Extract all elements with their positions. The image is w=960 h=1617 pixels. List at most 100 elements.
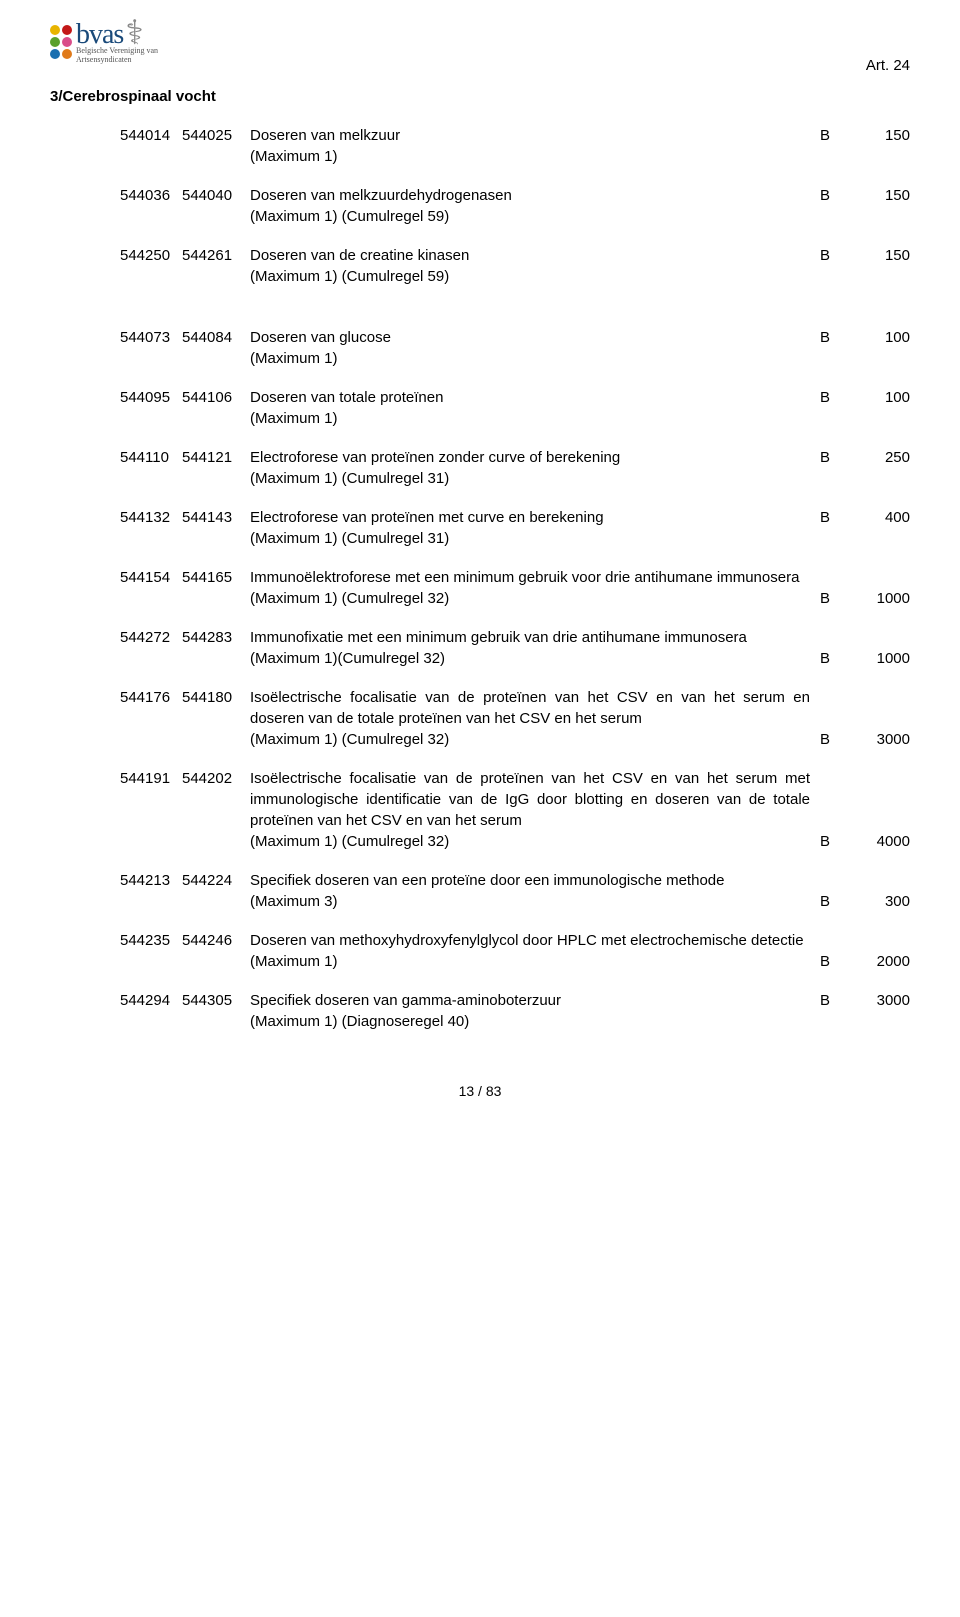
description-sub: (Maximum 1) (Cumulregel 59)	[250, 266, 810, 287]
entry-codes: 544235544246	[120, 930, 250, 951]
entry-codes: 544073544084	[120, 327, 250, 348]
entry-codes: 544176544180	[120, 687, 250, 708]
description-sub: (Maximum 1)(Cumulregel 32)	[250, 648, 810, 669]
entry-row: 544250544261Doseren van de creatine kina…	[120, 245, 910, 287]
entry-letter: B	[820, 588, 850, 609]
description-sub: (Maximum 1)	[250, 408, 810, 429]
entry-letter: B	[820, 951, 850, 972]
entry-value: 3000	[850, 729, 910, 750]
description-main: Doseren van de creatine kinasen	[250, 245, 810, 266]
entry-value: 150	[850, 125, 910, 146]
entries-list: 544014544025Doseren van melkzuur(Maximum…	[50, 125, 910, 1032]
code-2: 544165	[182, 567, 244, 588]
description-main: Isoëlectrische focalisatie van de proteï…	[250, 687, 810, 729]
description-main: Doseren van melkzuurdehydrogenasen	[250, 185, 810, 206]
logo-dot	[62, 25, 72, 35]
code-2: 544305	[182, 990, 244, 1011]
entry-row: 544132544143Electroforese van proteïnen …	[120, 507, 910, 549]
code-2: 544180	[182, 687, 244, 708]
logo-dot	[50, 37, 60, 47]
entry-letter: B	[820, 648, 850, 669]
entry-row: 544073544084Doseren van glucose(Maximum …	[120, 327, 910, 369]
article-label: Art. 24	[866, 55, 910, 76]
entry-description: Doseren van melkzuurdehydrogenasen(Maxim…	[250, 185, 820, 227]
description-sub: (Maximum 1) (Diagnoseregel 40)	[250, 1011, 810, 1032]
entry-row: 544176544180Isoëlectrische focalisatie v…	[120, 687, 910, 750]
entry-description: Doseren van melkzuur(Maximum 1)	[250, 125, 820, 167]
code-1: 544294	[120, 990, 182, 1011]
code-2: 544143	[182, 507, 244, 528]
description-sub: (Maximum 1)	[250, 348, 810, 369]
entry-value: 150	[850, 185, 910, 206]
entry-letter: B	[820, 185, 850, 206]
page-header: bvas ⚕ Belgische Vereniging van Artsensy…	[50, 20, 910, 76]
entry-description: Electroforese van proteïnen met curve en…	[250, 507, 820, 549]
code-2: 544246	[182, 930, 244, 951]
entry-description: Doseren van methoxyhydroxyfenylglycol do…	[250, 930, 820, 972]
entry-codes: 544154544165	[120, 567, 250, 588]
description-sub: (Maximum 3)	[250, 891, 810, 912]
entry-value: 250	[850, 447, 910, 468]
entry-description: Doseren van glucose(Maximum 1)	[250, 327, 820, 369]
entry-row: 544154544165Immunoëlektroforese met een …	[120, 567, 910, 609]
entry-value: 3000	[850, 990, 910, 1011]
code-1: 544110	[120, 447, 182, 468]
description-sub: (Maximum 1) (Cumulregel 32)	[250, 588, 810, 609]
code-1: 544095	[120, 387, 182, 408]
entry-letter: B	[820, 125, 850, 146]
code-1: 544036	[120, 185, 182, 206]
code-2: 544084	[182, 327, 244, 348]
entry-value: 2000	[850, 951, 910, 972]
entry-value: 1000	[850, 588, 910, 609]
entry-row: 544272544283Immunofixatie met een minimu…	[120, 627, 910, 669]
entry-letter: B	[820, 729, 850, 750]
entry-description: Electroforese van proteïnen zonder curve…	[250, 447, 820, 489]
entry-row: 544014544025Doseren van melkzuur(Maximum…	[120, 125, 910, 167]
description-sub: (Maximum 1)	[250, 951, 810, 972]
code-1: 544073	[120, 327, 182, 348]
description-main: Immunofixatie met een minimum gebruik va…	[250, 627, 810, 648]
entry-codes: 544132544143	[120, 507, 250, 528]
logo-main: bvas	[76, 22, 123, 47]
caduceus-icon: ⚕	[125, 20, 143, 47]
logo-dots	[50, 25, 72, 59]
entry-letter: B	[820, 507, 850, 528]
code-2: 544261	[182, 245, 244, 266]
entry-letter: B	[820, 990, 850, 1011]
code-2: 544106	[182, 387, 244, 408]
entry-codes: 544036544040	[120, 185, 250, 206]
entry-value: 100	[850, 327, 910, 348]
entry-value: 100	[850, 387, 910, 408]
description-sub: (Maximum 1)	[250, 146, 810, 167]
entry-description: Isoëlectrische focalisatie van de proteï…	[250, 687, 820, 750]
section-title: 3/Cerebrospinaal vocht	[50, 86, 910, 107]
description-main: Doseren van melkzuur	[250, 125, 810, 146]
code-1: 544191	[120, 768, 182, 789]
description-main: Electroforese van proteïnen met curve en…	[250, 507, 810, 528]
entry-codes: 544272544283	[120, 627, 250, 648]
entry-description: Isoëlectrische focalisatie van de proteï…	[250, 768, 820, 852]
code-2: 544283	[182, 627, 244, 648]
code-2: 544121	[182, 447, 244, 468]
logo-dot	[62, 37, 72, 47]
entry-letter: B	[820, 327, 850, 348]
entry-codes: 544250544261	[120, 245, 250, 266]
entry-value: 4000	[850, 831, 910, 852]
logo-text: bvas ⚕ Belgische Vereniging van Artsensy…	[76, 20, 158, 65]
description-main: Immunoëlektroforese met een minimum gebr…	[250, 567, 810, 588]
description-main: Specifiek doseren van een proteïne door …	[250, 870, 810, 891]
description-sub: (Maximum 1) (Cumulregel 31)	[250, 468, 810, 489]
logo-sub2: Artsensyndicaten	[76, 56, 158, 65]
entry-value: 150	[850, 245, 910, 266]
code-1: 544235	[120, 930, 182, 951]
entry-codes: 544014544025	[120, 125, 250, 146]
logo-dot	[62, 49, 72, 59]
entry-description: Doseren van totale proteïnen(Maximum 1)	[250, 387, 820, 429]
entry-letter: B	[820, 447, 850, 468]
logo: bvas ⚕ Belgische Vereniging van Artsensy…	[50, 20, 158, 65]
entry-codes: 544213544224	[120, 870, 250, 891]
entry-codes: 544110544121	[120, 447, 250, 468]
code-1: 544250	[120, 245, 182, 266]
code-2: 544025	[182, 125, 244, 146]
code-1: 544176	[120, 687, 182, 708]
